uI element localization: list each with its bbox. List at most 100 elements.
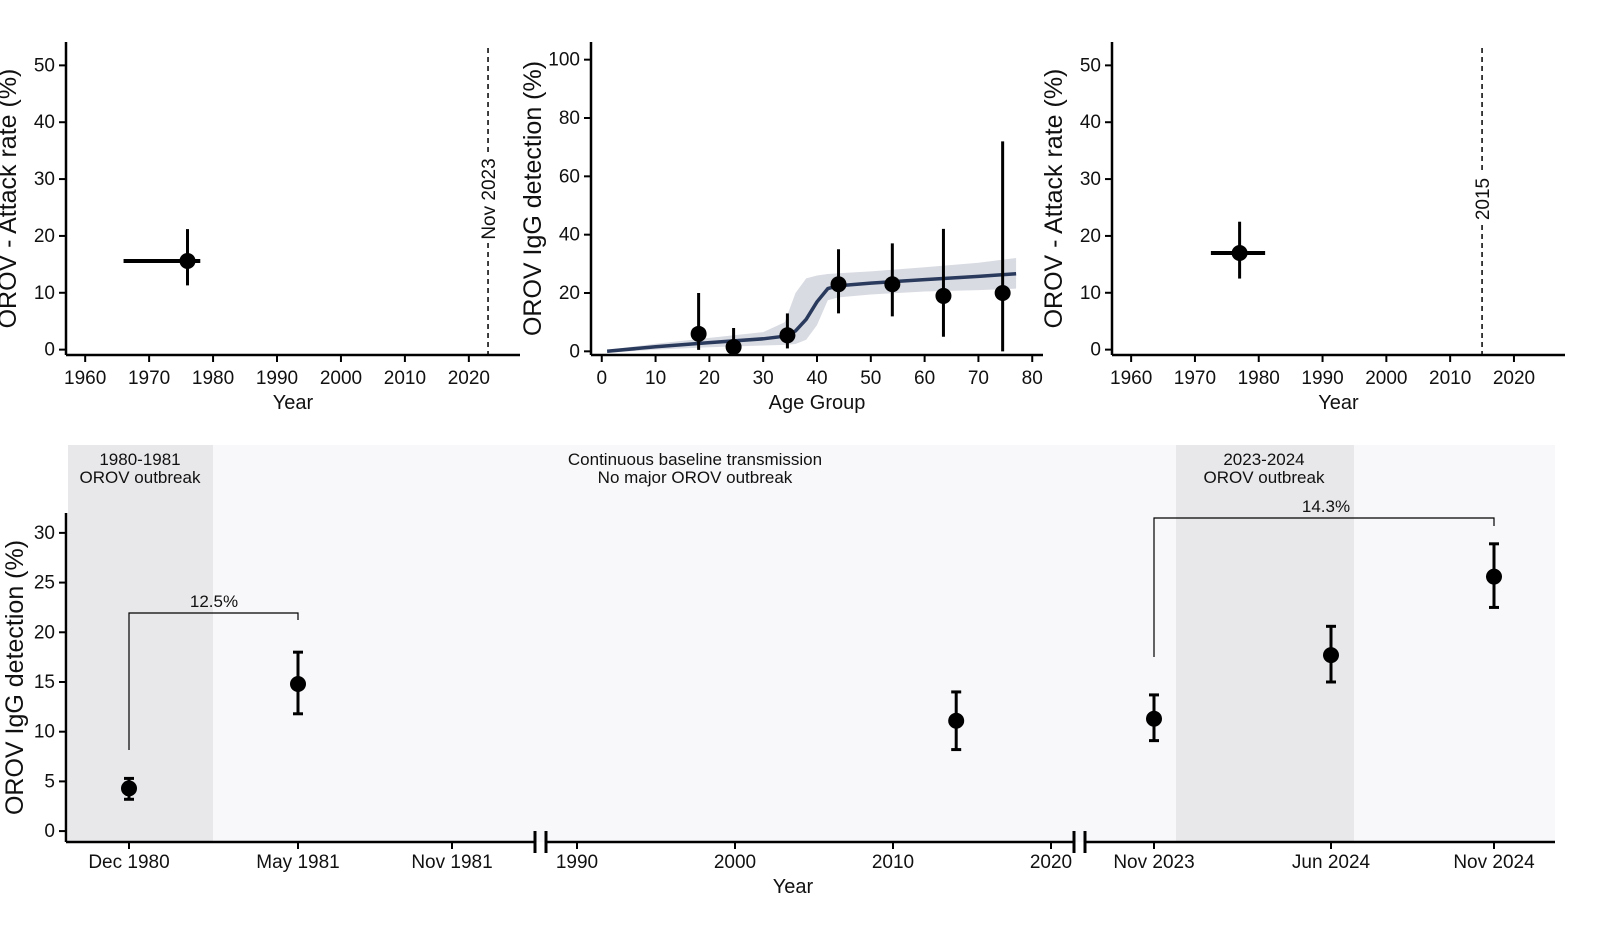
y-tick-label: 25 [34,573,55,594]
x-tick-label: 1980 [1238,368,1280,389]
data-point [884,276,901,293]
x-tick-label: 10 [645,368,666,389]
x-tick-label: 2000 [714,852,756,873]
x-tick-label: 2000 [1365,368,1407,389]
data-point [1231,244,1248,261]
x-axis-title: Year [773,876,814,898]
data-point [830,276,847,293]
y-tick-label: 15 [34,672,55,693]
age-group-igg-panel: 0 20 40 60 80 100 0 10 20 30 40 50 60 70 80 Age Group OR… [519,42,1043,414]
x-axis-title: Age Group [769,392,866,414]
attack-rate-panel-right: 0 10 20 30 40 50 1960 1970 1980 1990 2000 2010 2020 Y… [1040,42,1565,414]
y-tick-label: 40 [559,225,580,246]
y-tick-label: 60 [559,166,580,187]
y-tick-label: 80 [559,108,580,129]
y-tick-label: 100 [548,50,580,71]
y-tick-label: 10 [34,283,55,304]
y-tick-label: 5 [44,771,55,792]
y-tick-label: 0 [569,341,580,362]
x-tick-label: 1970 [128,368,170,389]
region-label-line2: No major OROV outbreak [598,468,793,487]
x-tick-label: 2020 [1030,852,1072,873]
x-tick-label: 50 [860,368,881,389]
x-tick-label: 40 [806,368,827,389]
x-tick-label: Nov 2023 [1113,852,1194,873]
x-tick-label: 2010 [872,852,914,873]
data-point [948,712,965,729]
confidence-band [607,258,1017,353]
y-tick-label: 0 [44,821,55,842]
x-tick-label: 0 [596,368,607,389]
fit-line [606,272,1017,354]
y-tick-label: 10 [34,722,55,743]
x-tick-label: Jun 2024 [1292,852,1371,873]
data-point [779,327,796,344]
x-tick-label: 2000 [320,368,362,389]
y-tick-label: 10 [1080,283,1101,304]
x-tick-label: 1990 [556,852,598,873]
reference-line-label: 2015 [1473,178,1494,220]
bracket-label: 12.5% [190,592,238,611]
data-point [121,780,137,797]
y-tick-label: 30 [1080,169,1101,190]
y-tick-label: 30 [34,523,55,544]
x-tick-label: 20 [699,368,720,389]
y-tick-label: 50 [1080,55,1101,76]
x-tick-label: 1990 [256,368,298,389]
x-tick-label: 70 [968,368,989,389]
y-tick-label: 20 [34,226,55,247]
x-tick-label: 1970 [1174,368,1216,389]
y-axis-title: OROV - Attack rate (%) [0,69,22,329]
x-tick-label: Dec 1980 [88,852,169,873]
attack-rate-panel-left: 0 10 20 30 40 50 1960 1970 1980 1990 2000 2010 2020 Y… [0,42,520,414]
data-point [725,338,742,355]
y-tick-label: 40 [1080,112,1101,133]
region-label-line1: 2023-2024 [1223,450,1304,469]
data-point [179,252,196,269]
data-point [994,285,1011,301]
y-tick-label: 0 [44,340,55,361]
x-axis-title: Year [273,392,314,414]
y-tick-label: 20 [1080,226,1101,247]
data-point [1146,710,1162,727]
y-axis-title: OROV IgG detection (%) [519,61,547,336]
comparison-bracket [1153,517,1495,657]
y-tick-label: 30 [34,169,55,190]
y-axis-title: OROV IgG detection (%) [1,540,29,815]
x-tick-label: 1980 [192,368,234,389]
region-label-line1: Continuous baseline transmission [568,450,822,469]
region-label-line2: OROV outbreak [1204,468,1325,487]
y-tick-label: 20 [559,283,580,304]
x-tick-label: 2010 [384,368,426,389]
x-tick-label: 1990 [1301,368,1343,389]
y-axis-title: OROV - Attack rate (%) [1040,69,1068,329]
x-tick-label: 2010 [1429,368,1471,389]
outbreak-region-1980 [68,445,213,842]
y-tick-label: 40 [34,112,55,133]
reference-line-label: Nov 2023 [479,158,500,239]
data-point [1486,568,1502,585]
x-tick-label: 60 [914,368,935,389]
data-point [290,675,306,692]
x-axis-title: Year [1318,392,1359,414]
x-tick-label: 2020 [448,368,490,389]
bracket-label: 14.3% [1302,497,1350,516]
y-tick-label: 20 [34,622,55,643]
x-tick-label: Nov 2024 [1453,852,1535,873]
data-point [1323,647,1339,664]
x-tick-label: 2020 [1493,368,1535,389]
x-tick-label: 1960 [1110,368,1152,389]
region-label-line2: OROV outbreak [80,468,201,487]
x-tick-label: 30 [753,368,774,389]
data-point [935,287,952,304]
y-tick-label: 50 [34,55,55,76]
region-label-line1: 1980-1981 [99,450,180,469]
y-tick-label: 0 [1090,340,1101,361]
x-tick-label: Nov 1981 [411,852,492,873]
comparison-bracket [128,612,299,750]
outbreak-region-2023 [1176,445,1354,842]
x-tick-label: 1960 [64,368,106,389]
x-tick-label: 80 [1022,368,1043,389]
